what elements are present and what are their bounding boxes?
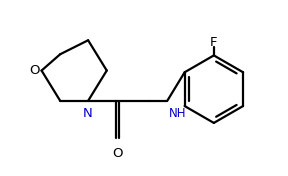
Text: O: O <box>29 64 40 77</box>
Text: NH: NH <box>168 107 186 120</box>
Text: F: F <box>210 36 218 49</box>
Text: N: N <box>83 107 93 120</box>
Text: O: O <box>112 147 123 160</box>
